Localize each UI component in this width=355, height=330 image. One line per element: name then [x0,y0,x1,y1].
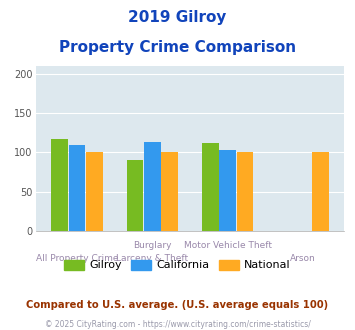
Bar [161,152,178,231]
Text: 2019 Gilroy: 2019 Gilroy [128,10,227,25]
Text: Arson: Arson [290,254,316,263]
Legend: Gilroy, California, National: Gilroy, California, National [60,255,295,275]
Text: Compared to U.S. average. (U.S. average equals 100): Compared to U.S. average. (U.S. average … [26,300,329,310]
Bar [202,143,219,231]
Text: All Property Crime: All Property Crime [36,254,118,263]
Bar [237,152,253,231]
Bar [144,142,160,231]
Text: Larceny & Theft: Larceny & Theft [116,254,188,263]
Text: Motor Vehicle Theft: Motor Vehicle Theft [184,241,272,250]
Bar [51,139,68,231]
Text: Property Crime Comparison: Property Crime Comparison [59,40,296,54]
Bar [69,145,85,231]
Text: © 2025 CityRating.com - https://www.cityrating.com/crime-statistics/: © 2025 CityRating.com - https://www.city… [45,320,310,329]
Bar [312,152,328,231]
Text: Burglary: Burglary [133,241,171,250]
Bar [127,159,143,231]
Bar [219,150,236,231]
Bar [86,152,103,231]
